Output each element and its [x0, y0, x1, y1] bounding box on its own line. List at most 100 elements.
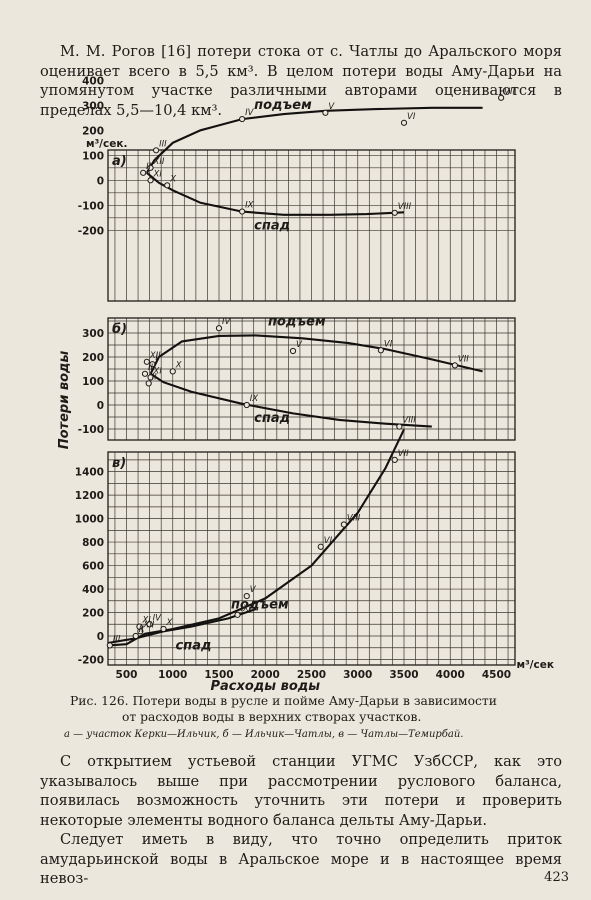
data-point [243, 401, 250, 409]
point-label: VII [458, 354, 469, 364]
point-label: XI [153, 366, 163, 376]
curve-fall [146, 171, 405, 216]
data-point [400, 119, 408, 126]
x-tick-label: 2500 [297, 669, 326, 681]
panel-label: б) [112, 322, 127, 337]
y-tick-label: 200 [82, 352, 104, 364]
data-point [164, 182, 171, 189]
data-point [153, 147, 160, 154]
figure-caption: Рис. 126. Потери воды в русле и пойме Ам… [70, 694, 540, 725]
curve-label: спад [254, 219, 290, 234]
point-label: V [328, 102, 335, 112]
data-point [147, 374, 154, 381]
figure-legend: а — участок Керки—Ильчик, б — Ильчик—Чат… [64, 729, 464, 740]
data-point [147, 164, 154, 171]
data-point [141, 370, 149, 377]
panel-label: в) [112, 456, 126, 471]
x-tick-label: 3500 [389, 669, 418, 681]
data-point [377, 347, 384, 354]
data-point [147, 177, 154, 184]
x-axis-label: Расходы воды [210, 679, 320, 694]
data-point [132, 632, 139, 640]
y-tick-label: 200 [82, 608, 104, 620]
curve-label: подъем [268, 314, 326, 329]
point-label: VIII [398, 202, 412, 212]
panel-frame [107, 149, 516, 302]
data-point [169, 368, 176, 375]
point-label: XII [142, 620, 154, 630]
y-tick-label: 600 [82, 561, 104, 573]
data-point [215, 325, 223, 332]
y-tick-label: 1200 [75, 490, 104, 502]
point-label: VI [407, 112, 416, 122]
y-tick-label: 1400 [75, 467, 104, 479]
x-unit-label: м³/сек [517, 659, 555, 671]
y-tick-label: 100 [82, 376, 104, 388]
y-axis-label: Потери воды [57, 350, 72, 449]
panel-frame [107, 451, 516, 666]
point-label: III [148, 363, 156, 373]
data-point [146, 621, 153, 628]
top-paragraph: М. М. Рогов [16] потери стока от с. Чатл… [40, 42, 562, 120]
y-unit-label: м³/сек. [86, 138, 127, 150]
data-point [340, 521, 347, 528]
data-point [498, 94, 505, 101]
point-label: IV [222, 317, 232, 327]
data-point [322, 109, 329, 116]
data-point [317, 543, 324, 550]
y-tick-label: 400 [82, 75, 104, 87]
point-label: II [139, 625, 145, 635]
point-label: X [169, 174, 176, 184]
data-point [243, 592, 250, 600]
point-label: II [152, 372, 158, 382]
y-tick-label: 300 [82, 100, 104, 112]
point-label: IV [245, 108, 255, 118]
y-tick-label: 0 [97, 175, 104, 187]
point-label: III [159, 139, 167, 149]
page-number: 423 [544, 870, 569, 885]
point-label: X [166, 618, 173, 628]
curve-label: спад [176, 638, 212, 653]
curve-rise [149, 334, 483, 375]
point-label: VII [398, 449, 409, 459]
data-point [239, 208, 246, 215]
data-point [106, 642, 113, 649]
point-label: XII [153, 157, 165, 167]
bottom-paragraph-1: С открытием устьевой станции УГМС УзбССР… [40, 753, 562, 829]
x-tick-label: 1500 [204, 669, 233, 681]
x-tick-label: 500 [116, 669, 138, 681]
point-label: III [113, 634, 121, 644]
point-label: I [155, 353, 158, 363]
point-label: II [146, 162, 152, 172]
x-tick-label: 3000 [343, 669, 372, 681]
curve-fall [107, 608, 257, 645]
x-tick-label: 2000 [251, 669, 280, 681]
curve-label: подъем [231, 597, 289, 612]
y-tick-label: 800 [82, 537, 104, 549]
data-point [396, 423, 403, 430]
point-label: VIII [347, 513, 361, 523]
point-label: IX [250, 394, 259, 404]
caption-line-1: Рис. 126. Потери воды в русле и пойме Ам… [70, 694, 497, 708]
point-label: V [296, 340, 303, 350]
data-point [149, 361, 156, 368]
point-label: VIII [402, 416, 416, 426]
curve-label: подъем [254, 98, 312, 113]
panel-frame [107, 317, 516, 441]
bottom-paragraph-2: Следует иметь в виду, что точно определи… [40, 831, 562, 887]
x-tick-label: 4000 [436, 669, 465, 681]
data-point [451, 362, 458, 369]
y-tick-label: -100 [78, 200, 104, 212]
caption-line-2: от расходов воды в верхних створах участ… [122, 709, 422, 724]
data-point [143, 358, 150, 365]
data-point [140, 169, 147, 176]
curve-fall [150, 372, 432, 428]
data-point [145, 380, 152, 387]
panel-label: а) [112, 154, 127, 169]
data-point [160, 625, 167, 633]
y-tick-label: 200 [82, 125, 104, 137]
curve-label: спад [254, 411, 290, 426]
y-tick-label: -200 [78, 654, 104, 666]
data-point [239, 115, 246, 123]
